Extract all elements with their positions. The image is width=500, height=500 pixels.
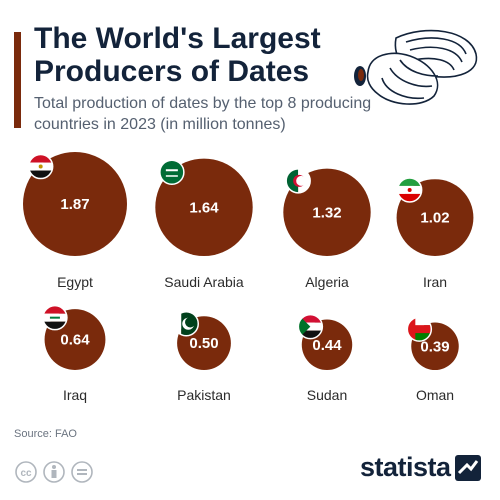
pakistan-flag-icon: [173, 311, 200, 337]
country-label: Saudi Arabia: [164, 274, 244, 290]
bubble-group: 1.87 Egypt: [23, 152, 127, 290]
bubble: [23, 152, 127, 256]
bubble-group: 0.50 Pakistan: [173, 311, 231, 403]
value-label: 0.64: [60, 332, 90, 349]
value-label: 0.44: [312, 337, 342, 354]
country-label: Iraq: [63, 387, 87, 403]
country-label: Algeria: [305, 274, 349, 290]
bubble-group: 0.39 Oman: [406, 316, 459, 403]
chart-title: The World's Largest Producers of Dates: [34, 22, 321, 88]
bubble-group: 0.64 Iraq: [42, 304, 106, 403]
creative-commons-icons[interactable]: cc: [14, 460, 104, 484]
country-label: Oman: [416, 387, 454, 403]
statista-logo-text: statista: [360, 452, 451, 482]
bubble-chart: 1.87 Egypt 1.64 Saudi Arabia 1.32 Algeria 1.02…: [23, 152, 474, 403]
chart-subtitle: Total production of dates by the top 8 p…: [34, 95, 372, 133]
statista-mark-icon: [454, 454, 481, 481]
country-label: Pakistan: [177, 387, 231, 403]
iran-flag-icon: [396, 177, 423, 203]
bubble-group: 1.32 Algeria: [283, 168, 371, 290]
title-accent-bar: [14, 32, 21, 128]
dates-illustration-icon: [354, 29, 478, 105]
algeria-flag-icon: [285, 168, 311, 194]
value-label: 0.50: [189, 335, 218, 352]
value-label: 1.32: [312, 204, 341, 221]
value-label: 0.39: [420, 338, 449, 355]
value-label: 1.02: [420, 210, 449, 227]
sudan-flag-icon: [297, 313, 324, 340]
bubble-group: 1.64 Saudi Arabia: [155, 158, 253, 290]
country-label: Egypt: [57, 274, 93, 290]
value-label: 1.64: [189, 199, 219, 216]
statista-logo[interactable]: statista: [360, 452, 481, 483]
bubble-group: 1.02 Iran: [396, 177, 474, 290]
egypt-flag-icon: [27, 153, 54, 180]
oman-flag-icon: [406, 316, 433, 342]
value-label: 1.87: [60, 196, 89, 213]
source-note: Source: FAO: [14, 428, 77, 440]
country-label: Iran: [423, 274, 447, 290]
bubble-group: 0.44 Sudan: [297, 313, 353, 403]
iraq-flag-icon: [42, 304, 68, 331]
bubble: [155, 158, 253, 256]
svg-text:cc: cc: [20, 468, 32, 479]
country-label: Sudan: [307, 387, 347, 403]
saudi-arabia-flag-icon: [159, 159, 185, 185]
